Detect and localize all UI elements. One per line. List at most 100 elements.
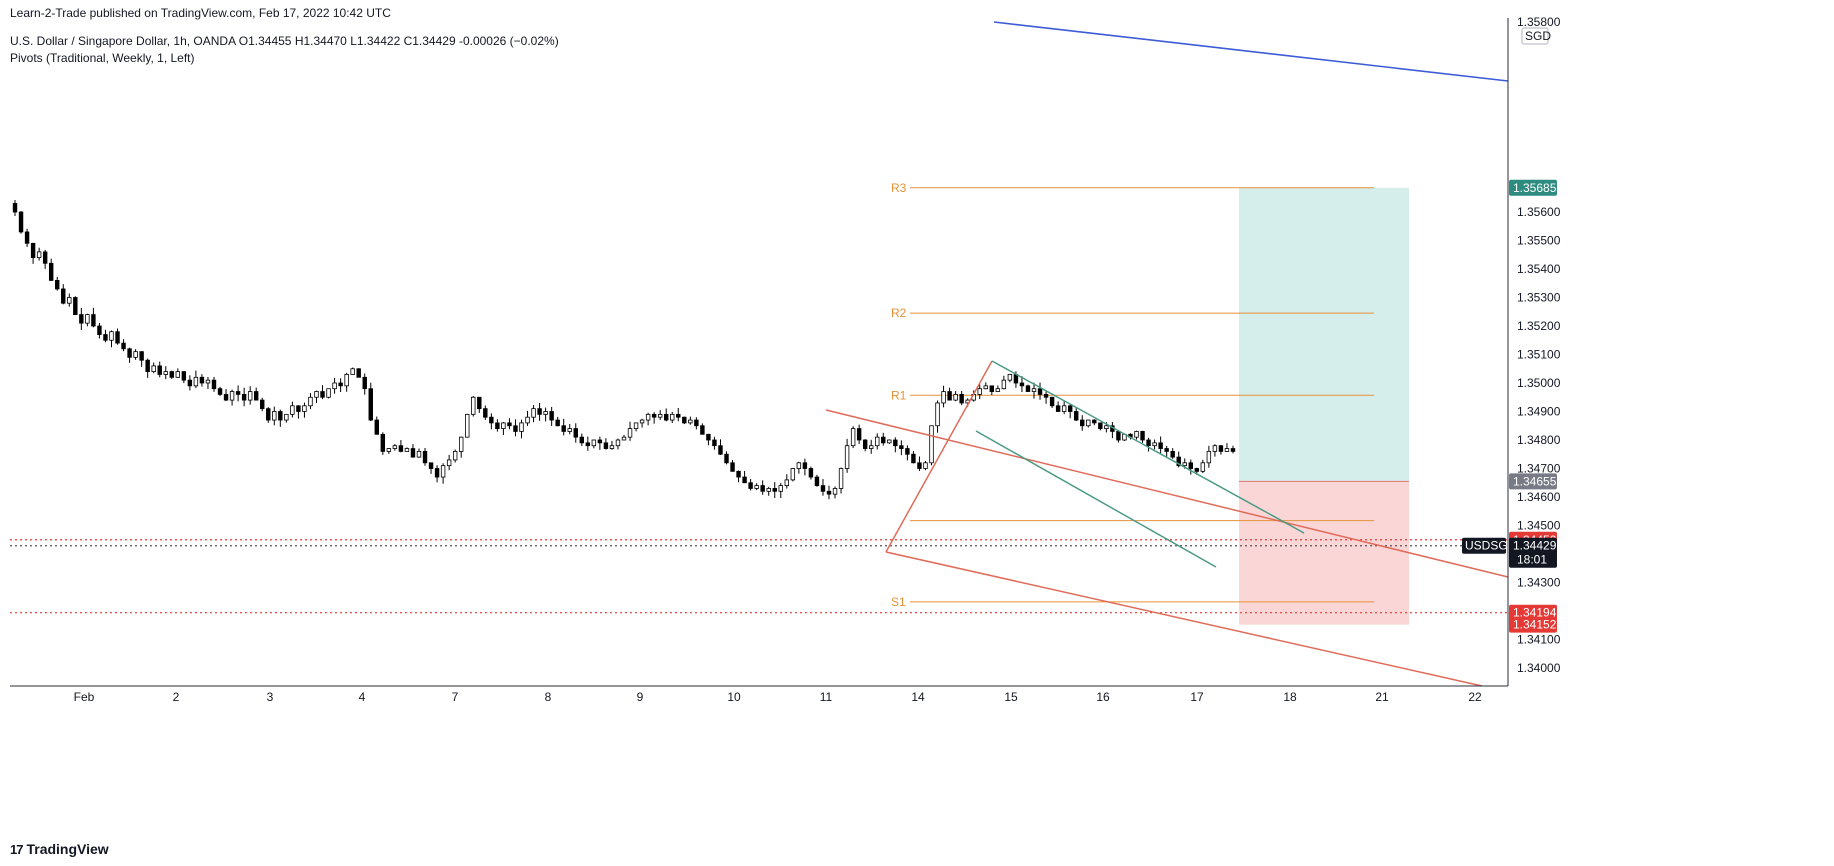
candle-149	[911, 451, 916, 464]
candle-body-190	[1158, 442, 1163, 449]
candle-body-141	[862, 439, 868, 449]
candle-body-83	[513, 425, 518, 432]
candle-84	[519, 419, 524, 439]
candle-46	[290, 401, 295, 418]
candle-73	[452, 449, 458, 463]
candle-13	[91, 307, 96, 328]
candle-body-89	[549, 411, 554, 421]
y-tick-6: 1.35000	[1517, 376, 1561, 390]
long-position-tool[interactable]	[1239, 187, 1409, 625]
candle-18	[121, 339, 126, 352]
candle-body-66	[410, 448, 416, 458]
trendline-drawings[interactable]	[825, 21, 1509, 687]
x-tick-1: 2	[173, 690, 180, 704]
candle-body-112	[688, 419, 693, 424]
candle-47	[296, 405, 301, 419]
candle-body-173	[1055, 405, 1061, 412]
pivot-label-r1: R1	[891, 388, 907, 402]
x-tick-10: 15	[1004, 690, 1018, 704]
candle-body-108	[663, 413, 669, 421]
x-tick-8: 11	[820, 690, 833, 704]
y-tick-12: 1.34300	[1517, 576, 1561, 590]
candle-7	[55, 276, 60, 291]
candle-6	[48, 258, 54, 281]
axes: 1.35600 1.35500 1.35400 1.35300 1.35200 1.351…	[10, 15, 1561, 704]
candle-16	[109, 330, 114, 348]
candle-body-15	[103, 334, 108, 341]
candle-83	[513, 419, 518, 437]
candle-body-130	[796, 462, 802, 469]
tradingview-brand-text: TradingView	[26, 841, 109, 857]
candle-136	[832, 486, 838, 499]
candle-122	[748, 478, 753, 491]
candle-body-146	[893, 439, 898, 447]
candle-89	[549, 406, 554, 426]
candle-173	[1055, 401, 1061, 412]
price-tag-text-0: 1.35685	[1513, 181, 1557, 195]
candle-156	[953, 391, 958, 402]
current-price-tag	[1509, 537, 1557, 568]
candle-body-179	[1092, 419, 1097, 424]
candle-body-79	[489, 416, 494, 424]
candle-120	[736, 470, 741, 483]
candle-body-49	[308, 396, 313, 407]
price-tag-text-4: 1.34152	[1513, 618, 1557, 632]
candle-45	[284, 413, 289, 423]
candle-11	[79, 307, 84, 331]
candle-157	[959, 390, 964, 406]
candle-body-72	[446, 459, 452, 467]
candle-body-70	[434, 468, 440, 478]
candle-111	[682, 416, 687, 425]
y-tick-7: 1.34900	[1517, 405, 1561, 419]
candle-164	[1001, 375, 1007, 390]
candle-body-186	[1134, 431, 1139, 438]
indicator-legend[interactable]: Pivots (Traditional, Weekly, 1, Left)	[10, 51, 195, 65]
candle-body-60	[374, 419, 379, 435]
candle-body-170	[1037, 388, 1043, 395]
candle-body-1	[18, 211, 24, 233]
candle-body-154	[941, 391, 946, 404]
price-tag-text-1: 1.34655	[1513, 474, 1557, 488]
candle-body-36	[229, 391, 235, 401]
candle-body-115	[706, 433, 711, 441]
candle-90	[555, 416, 560, 427]
candle-body-152	[929, 425, 934, 464]
candle-body-137	[838, 468, 844, 489]
candle-52	[326, 388, 331, 399]
candle-body-11	[79, 314, 84, 324]
candle-110	[676, 407, 681, 422]
candle-117	[718, 439, 723, 455]
candle-38	[241, 387, 247, 407]
tradingview-logo[interactable]: 17 TradingView	[10, 841, 109, 857]
candle-body-64	[398, 445, 404, 452]
candle-121	[742, 470, 747, 484]
candle-5	[42, 249, 48, 269]
candle-162	[989, 385, 995, 396]
candle-body-7	[55, 279, 60, 290]
candle-177	[1080, 415, 1085, 431]
candle-199	[1212, 444, 1218, 457]
candle-body-13	[91, 314, 96, 327]
candle-201	[1224, 443, 1230, 452]
candle-body-33	[211, 379, 217, 390]
candle-body-127	[778, 485, 783, 492]
candle-body-10	[73, 297, 78, 316]
candle-body-43	[272, 411, 277, 421]
currency-label: SGD	[1525, 29, 1551, 43]
candle-body-42	[266, 408, 271, 421]
candle-body-113	[694, 419, 699, 427]
candle-9	[67, 293, 72, 307]
candle-body-81	[501, 422, 506, 429]
pivot-levels: R3 R2 R1 S1	[891, 181, 1374, 609]
candle-10	[73, 296, 78, 316]
candle-63	[392, 444, 398, 451]
candle-138	[844, 438, 850, 473]
candle-163	[995, 385, 1001, 392]
candle-body-196	[1194, 468, 1200, 472]
price-tag-1	[1509, 473, 1557, 490]
candle-39	[247, 386, 253, 405]
symbol-tag	[1462, 537, 1506, 554]
candle-48	[302, 402, 307, 418]
candle-body-140	[856, 428, 862, 441]
